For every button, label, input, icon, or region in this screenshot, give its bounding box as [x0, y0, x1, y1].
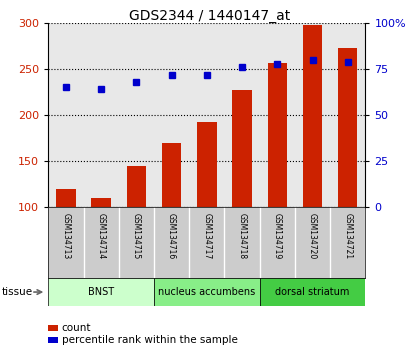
Text: GDS2344 / 1440147_at: GDS2344 / 1440147_at: [129, 9, 291, 23]
Bar: [303, 25, 322, 207]
Bar: [92, 198, 111, 207]
Text: percentile rank within the sample: percentile rank within the sample: [62, 335, 238, 345]
Bar: [56, 189, 76, 207]
Bar: [127, 166, 146, 207]
Bar: [162, 143, 181, 207]
Bar: [154, 278, 260, 306]
Text: BNST: BNST: [88, 287, 114, 297]
Bar: [338, 48, 357, 207]
Text: count: count: [62, 323, 91, 333]
Bar: [268, 63, 287, 207]
Text: GSM134715: GSM134715: [132, 213, 141, 259]
Text: GSM134713: GSM134713: [61, 213, 71, 259]
Text: nucleus accumbens: nucleus accumbens: [158, 287, 255, 297]
Text: GSM134719: GSM134719: [273, 213, 282, 259]
Bar: [260, 278, 365, 306]
Text: GSM134721: GSM134721: [343, 213, 352, 259]
Text: GSM134717: GSM134717: [202, 213, 211, 259]
Bar: [232, 90, 252, 207]
Text: GSM134720: GSM134720: [308, 213, 317, 259]
Bar: [197, 122, 217, 207]
Text: GSM134714: GSM134714: [97, 213, 106, 259]
Bar: [48, 278, 154, 306]
Text: tissue: tissue: [2, 287, 33, 297]
Text: GSM134716: GSM134716: [167, 213, 176, 259]
Text: dorsal striatum: dorsal striatum: [276, 287, 350, 297]
Text: GSM134718: GSM134718: [238, 213, 247, 259]
